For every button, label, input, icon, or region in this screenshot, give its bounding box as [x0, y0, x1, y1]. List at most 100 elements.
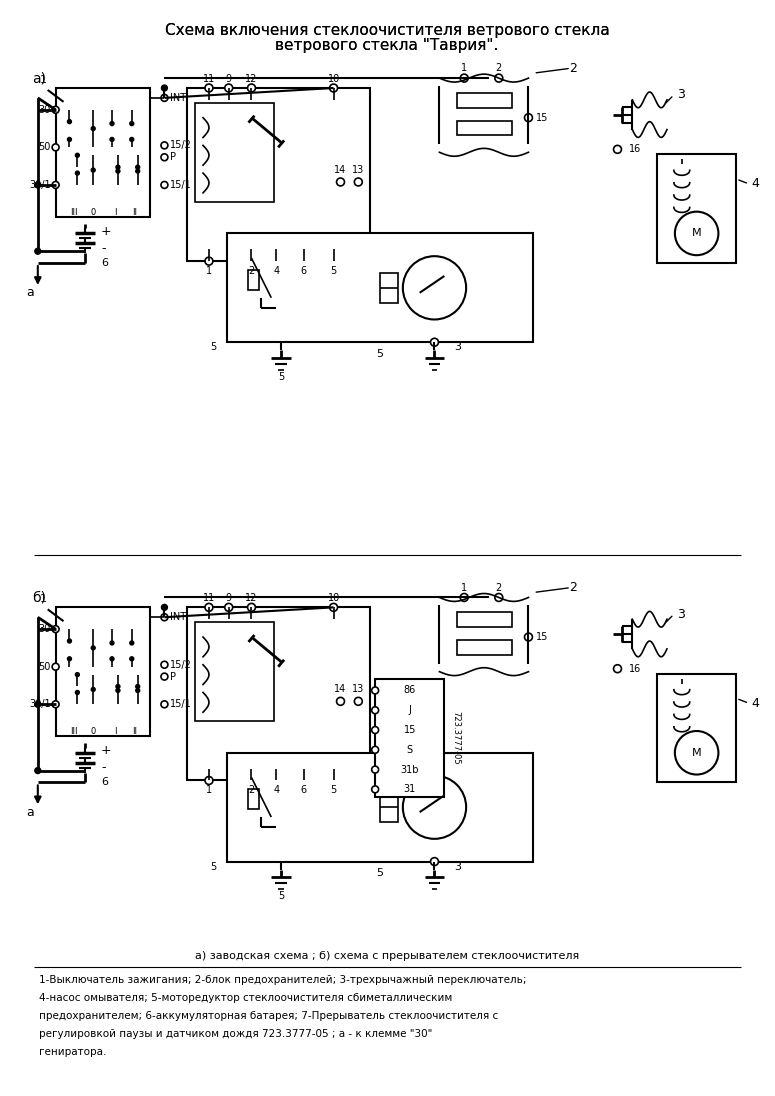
- Text: 14: 14: [334, 165, 346, 175]
- Text: +: +: [101, 744, 112, 757]
- Text: 5: 5: [211, 861, 217, 871]
- Text: 2: 2: [569, 61, 577, 75]
- Circle shape: [205, 777, 213, 785]
- Bar: [195, 623, 274, 721]
- Circle shape: [110, 122, 114, 126]
- Circle shape: [67, 657, 71, 661]
- Circle shape: [225, 604, 232, 612]
- Circle shape: [403, 256, 466, 319]
- Circle shape: [35, 701, 41, 707]
- Text: 1: 1: [40, 594, 47, 604]
- Circle shape: [116, 685, 120, 688]
- Circle shape: [161, 85, 167, 91]
- Text: P: P: [170, 152, 177, 162]
- Text: J: J: [408, 705, 412, 716]
- Text: 4: 4: [751, 178, 759, 191]
- Circle shape: [67, 639, 71, 643]
- Circle shape: [494, 75, 503, 82]
- Circle shape: [161, 614, 168, 620]
- Circle shape: [161, 673, 168, 680]
- Circle shape: [247, 777, 256, 785]
- Bar: [380, 273, 398, 302]
- Bar: [195, 103, 274, 202]
- Circle shape: [129, 122, 134, 126]
- Bar: [380, 792, 398, 822]
- Bar: [188, 88, 370, 261]
- Circle shape: [91, 687, 95, 692]
- Text: 6: 6: [301, 266, 307, 276]
- Text: 50: 50: [38, 142, 50, 152]
- Circle shape: [525, 114, 532, 122]
- Bar: [227, 233, 533, 342]
- Circle shape: [403, 776, 466, 838]
- Circle shape: [136, 688, 140, 693]
- Circle shape: [110, 641, 114, 644]
- Circle shape: [329, 258, 338, 265]
- Circle shape: [110, 657, 114, 661]
- Text: 15/1: 15/1: [170, 180, 192, 190]
- Circle shape: [372, 786, 379, 792]
- Circle shape: [161, 141, 168, 149]
- Text: 6: 6: [101, 258, 108, 269]
- Text: -: -: [101, 761, 105, 774]
- Text: ветрового стекла "Таврия".: ветрового стекла "Таврия".: [275, 38, 498, 53]
- Circle shape: [372, 707, 379, 713]
- Text: б): б): [32, 591, 46, 605]
- Text: 50: 50: [38, 662, 50, 672]
- Text: +: +: [101, 225, 112, 238]
- Circle shape: [91, 126, 95, 130]
- Text: M: M: [692, 228, 701, 239]
- Circle shape: [75, 673, 79, 676]
- Circle shape: [614, 146, 622, 153]
- Circle shape: [161, 94, 168, 101]
- Circle shape: [329, 777, 338, 785]
- Text: 2: 2: [248, 786, 255, 796]
- Bar: [188, 607, 370, 780]
- Text: 6: 6: [301, 786, 307, 796]
- Text: M: M: [692, 747, 701, 757]
- Text: 12: 12: [246, 75, 257, 84]
- Circle shape: [372, 746, 379, 753]
- Text: S: S: [407, 745, 413, 755]
- Bar: [375, 678, 444, 797]
- Circle shape: [136, 685, 140, 688]
- Text: 5: 5: [377, 350, 384, 359]
- Text: 30/1: 30/1: [29, 180, 50, 190]
- Text: 1-Выключатель зажигания; 2-блок предохранителей; 3-трехрычажный переключатель;: 1-Выключатель зажигания; 2-блок предохра…: [39, 975, 526, 985]
- Text: 3: 3: [454, 861, 461, 871]
- Circle shape: [136, 165, 140, 169]
- Circle shape: [91, 168, 95, 172]
- Bar: [56, 607, 150, 735]
- Text: предохранителем; 6-аккумуляторная батарея; 7-Прерыватель стеклоочистителя с: предохранителем; 6-аккумуляторная батаре…: [39, 1011, 498, 1020]
- Text: 86: 86: [404, 685, 416, 696]
- Bar: [457, 121, 512, 136]
- Text: 6: 6: [101, 777, 108, 787]
- Text: 4: 4: [751, 697, 759, 710]
- Text: 15: 15: [536, 113, 549, 123]
- Text: 3: 3: [677, 608, 685, 620]
- Text: 31b: 31b: [401, 765, 419, 775]
- Circle shape: [225, 84, 232, 92]
- Text: a: a: [26, 286, 34, 299]
- Text: 5: 5: [377, 868, 384, 879]
- Circle shape: [52, 106, 59, 113]
- Text: а) заводская схема ; б) схема с прерывателем стеклоочистителя: а) заводская схема ; б) схема с прерыват…: [195, 950, 579, 960]
- Circle shape: [354, 178, 362, 186]
- Circle shape: [329, 84, 338, 92]
- Text: 5: 5: [330, 266, 336, 276]
- Text: 2: 2: [569, 581, 577, 594]
- Circle shape: [372, 687, 379, 694]
- Text: 723.3777-05: 723.3777-05: [452, 711, 461, 765]
- Circle shape: [35, 182, 41, 187]
- Text: 1: 1: [206, 786, 212, 796]
- Text: регулировкой паузы и датчиком дождя 723.3777-05 ; а - к клемме "30": регулировкой паузы и датчиком дождя 723.…: [39, 1029, 432, 1039]
- Text: 15/2: 15/2: [170, 660, 192, 670]
- Text: 4: 4: [273, 266, 279, 276]
- Text: II: II: [133, 728, 137, 737]
- Bar: [247, 270, 260, 289]
- Circle shape: [116, 169, 120, 173]
- Text: 3: 3: [677, 89, 685, 102]
- Text: 10: 10: [328, 593, 339, 604]
- Circle shape: [67, 119, 71, 124]
- Circle shape: [52, 626, 59, 632]
